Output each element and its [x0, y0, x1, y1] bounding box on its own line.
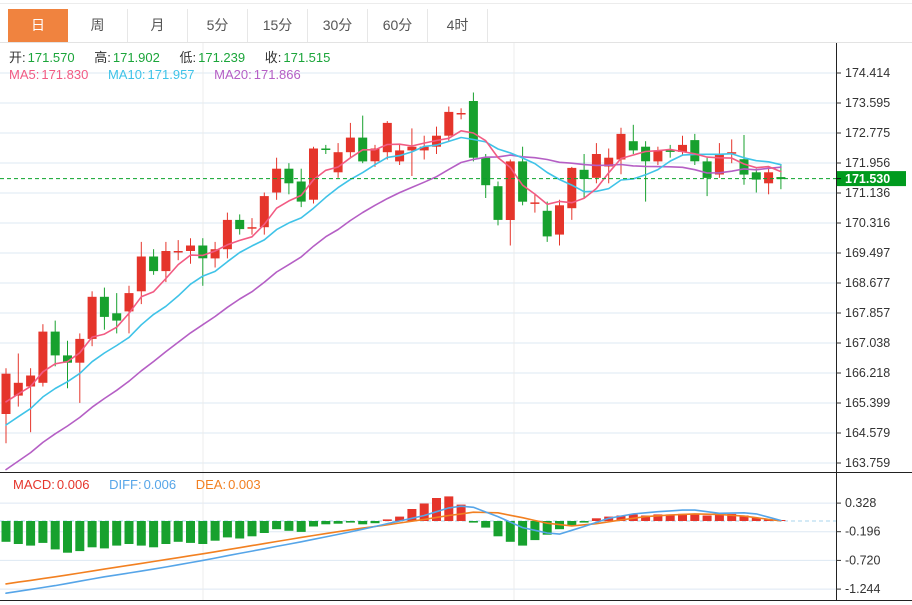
close-value: 171.515 [283, 50, 331, 65]
price-axis: 174.414 173.595 172.775 171.956 171.136 170.3… [836, 66, 890, 470]
svg-text:-0.196: -0.196 [845, 525, 880, 539]
ma5-value: 171.830 [41, 67, 89, 82]
svg-text:171.956: 171.956 [845, 156, 890, 170]
tab-month[interactable]: 月 [128, 9, 188, 42]
high-label: 高: [94, 50, 111, 65]
svg-text:0.328: 0.328 [845, 496, 876, 510]
open-label: 开: [9, 50, 26, 65]
svg-text:166.218: 166.218 [845, 366, 890, 380]
ohlc-stats-row: 开: 171.570 高: 171.902 低: 171.239 收: 171.515 [9, 47, 332, 66]
ma-header-row: MA5: 171.830 MA10: 171.957 MA20: 171.866 [9, 67, 303, 82]
tab-week[interactable]: 周 [68, 9, 128, 42]
svg-text:-0.720: -0.720 [845, 553, 880, 567]
svg-text:-1.244: -1.244 [845, 582, 880, 596]
svg-text:167.857: 167.857 [845, 306, 890, 320]
open-value: 171.570 [27, 50, 75, 65]
svg-text:170.316: 170.316 [845, 216, 890, 230]
current-price-badge: 171.530 [836, 171, 906, 187]
svg-text:172.775: 172.775 [845, 126, 890, 140]
svg-text:165.399: 165.399 [845, 396, 890, 410]
svg-text:173.595: 173.595 [845, 96, 890, 110]
macd-axis: 0.328 -0.196 -0.720 -1.244 [836, 496, 880, 596]
ma5-label: MA5: [9, 67, 40, 82]
macd-header-row: MACD: 0.006 DIFF: 0.006 DEA: 0.003 [13, 477, 263, 492]
tab-30min[interactable]: 30分 [308, 9, 368, 42]
ma20-label: MA20: [214, 67, 252, 82]
dea-value: 0.003 [228, 477, 261, 492]
dea-label: DEA: [195, 477, 227, 492]
svg-text:171.530: 171.530 [845, 172, 890, 186]
svg-text:168.677: 168.677 [845, 276, 890, 290]
close-label: 收: [264, 50, 282, 65]
svg-text:167.038: 167.038 [845, 336, 890, 350]
ma5-line [5, 130, 782, 403]
diff-value: 0.006 [143, 477, 177, 492]
svg-text:171.136: 171.136 [845, 186, 890, 200]
svg-text:164.579: 164.579 [845, 426, 890, 440]
ma20-line [5, 154, 782, 471]
tab-day[interactable]: 日 [8, 9, 68, 42]
tab-15min[interactable]: 15分 [248, 9, 308, 42]
ma20-value: 171.866 [253, 67, 301, 82]
low-label: 低: [179, 50, 197, 65]
diff-line [5, 505, 782, 595]
macd-label: MACD: [13, 477, 55, 492]
tab-60min[interactable]: 60分 [368, 9, 428, 42]
low-value: 171.239 [198, 50, 246, 65]
svg-text:169.497: 169.497 [845, 246, 890, 260]
svg-text:174.414: 174.414 [845, 66, 890, 80]
dea-line [5, 511, 782, 585]
diff-label: DIFF: [109, 477, 142, 492]
high-value: 171.902 [112, 50, 160, 65]
ma10-label: MA10: [107, 67, 146, 82]
svg-text:163.759: 163.759 [845, 456, 890, 470]
ma10-value: 171.957 [147, 67, 195, 82]
tab-4hour[interactable]: 4时 [428, 9, 488, 42]
timeframe-tabbar: 日周月 5分 15分 30分 60分 4时 [0, 3, 912, 43]
macd-value: 0.006 [56, 477, 90, 492]
ma10-line [5, 136, 782, 426]
tab-5min[interactable]: 5分 [188, 9, 248, 42]
